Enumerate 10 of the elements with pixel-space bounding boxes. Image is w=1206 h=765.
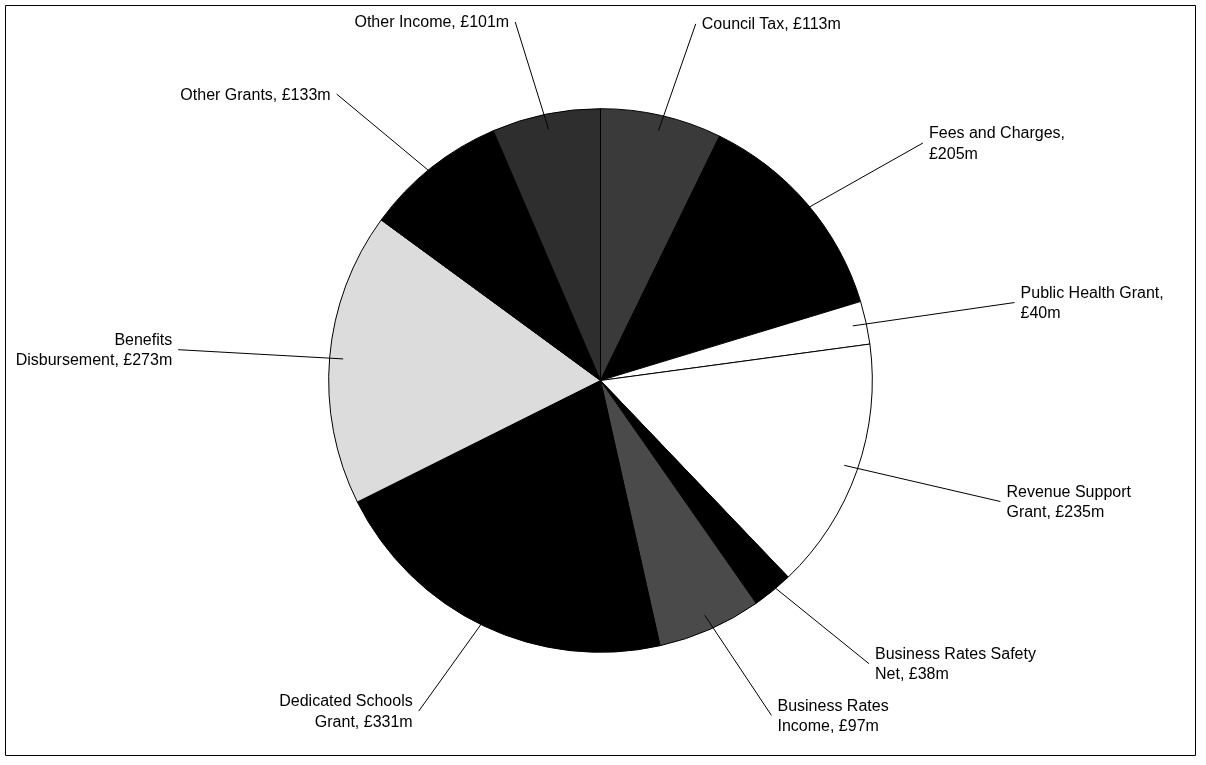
slice-label: Benefits Disbursement, £273m <box>15 331 173 369</box>
slice-label: Council Tax, £113m <box>701 15 841 33</box>
slice-label: Business Rates Safety Net, £38m <box>874 644 1036 683</box>
slice-label: Other Income, £101m <box>354 13 510 31</box>
slice-label: Revenue Support Grant, £235m <box>1006 482 1132 521</box>
slice-label: Fees and Charges, £205m <box>928 124 1066 162</box>
slice-label: Business Rates Income, £97m <box>777 696 889 735</box>
slice-label: Public Health Grant, £40m <box>1020 283 1164 322</box>
slice-label: Dedicated Schools Grant, £331m <box>279 692 413 730</box>
slice-label: Other Grants, £133m <box>180 85 331 103</box>
